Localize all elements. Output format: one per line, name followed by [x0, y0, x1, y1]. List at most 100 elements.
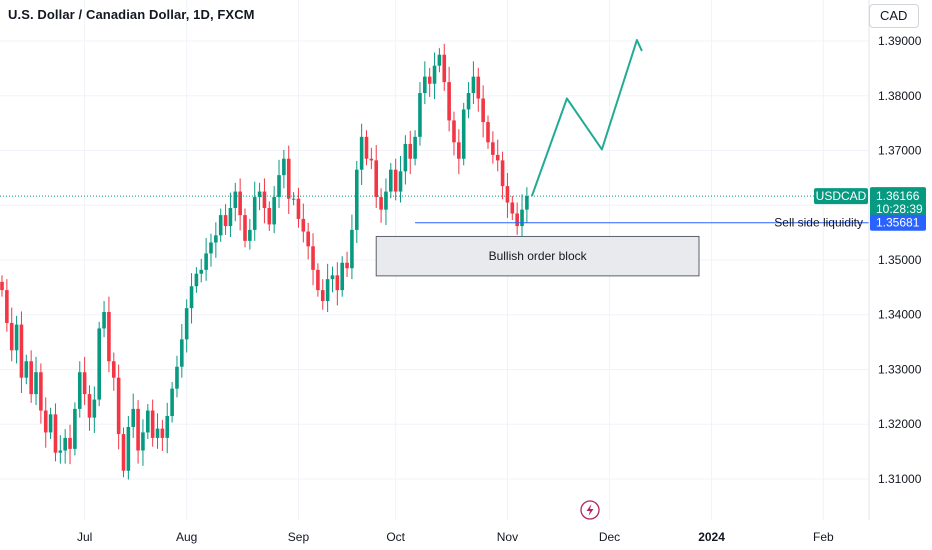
time-tick-label: Jul: [77, 530, 92, 544]
time-tick-label: Aug: [176, 530, 197, 544]
candle-body: [116, 377, 121, 435]
price-axis[interactable]: 1.310001.320001.330001.340001.350001.360…: [878, 34, 922, 486]
candle-body: [48, 414, 53, 433]
price-tick-label: 1.33000: [878, 362, 922, 376]
candle-body: [384, 191, 388, 210]
candle-body: [189, 286, 194, 309]
candle-body: [471, 76, 476, 94]
candle-body: [160, 428, 165, 438]
candle-body: [121, 434, 126, 471]
candle-body: [379, 197, 383, 210]
candle-body: [418, 93, 422, 137]
candle-body: [77, 372, 82, 409]
candle-body: [184, 308, 189, 340]
candle-body: [97, 328, 101, 400]
candle-body: [92, 399, 97, 418]
candle-body: [345, 262, 349, 269]
candle-body: [58, 450, 63, 453]
candle-body: [39, 372, 43, 411]
price-tick-label: 1.31000: [878, 472, 922, 486]
lightning-icon[interactable]: [580, 500, 600, 520]
candle-body: [233, 191, 238, 208]
candle-body: [423, 76, 427, 94]
candle-body: [175, 366, 179, 389]
candle-body: [209, 242, 213, 254]
candle-body: [486, 122, 490, 143]
candle-body: [126, 426, 131, 471]
candle-body: [218, 215, 223, 236]
candle-body: [180, 339, 184, 367]
candle-body: [150, 410, 155, 438]
candle-body: [320, 290, 325, 302]
sell-side-liquidity-label: Sell side liquidity: [774, 216, 863, 230]
candle-body: [252, 197, 257, 230]
candle-body: [505, 186, 510, 203]
candle-body: [408, 143, 413, 159]
time-tick-label: Oct: [386, 530, 405, 544]
candle-body: [340, 262, 344, 291]
candle-body: [457, 142, 461, 159]
candle-body: [238, 191, 242, 216]
candle-body: [68, 437, 72, 449]
candle-body: [306, 231, 310, 247]
candle-body: [335, 275, 340, 291]
price-tick-label: 1.37000: [878, 144, 922, 158]
candle-body: [369, 158, 374, 161]
candle-body: [354, 169, 359, 230]
candle-body: [286, 158, 291, 199]
candle-body: [214, 235, 218, 243]
candle-body: [82, 372, 87, 395]
candle-body: [316, 269, 320, 291]
candle-body: [476, 76, 481, 99]
candle-body: [452, 120, 456, 143]
time-tick-label: 2024: [698, 530, 725, 544]
candle-body: [248, 229, 252, 241]
price-tick-label: 1.38000: [878, 89, 922, 103]
candle-body: [413, 136, 417, 159]
candle-body: [466, 93, 471, 110]
candle-body: [427, 76, 432, 84]
bullish-order-block[interactable]: [375, 235, 700, 277]
candle-body: [277, 175, 281, 198]
projection-path[interactable]: [530, 39, 643, 197]
candle-body: [442, 54, 447, 83]
candle-body: [204, 253, 208, 270]
candle-body: [63, 437, 67, 451]
candle-body: [223, 215, 228, 227]
candle-body: [461, 109, 466, 159]
candle-body: [389, 169, 393, 192]
time-tick-label: Feb: [813, 530, 834, 544]
chart-title: U.S. Dollar / Canadian Dollar, 1D, FXCM: [8, 7, 255, 22]
candle-body: [111, 361, 116, 378]
liquidity-price-text: 1.35681: [876, 216, 920, 230]
candle-body: [199, 269, 204, 274]
candle-body: [364, 136, 369, 159]
candle-body: [146, 410, 150, 433]
candle-body: [267, 208, 272, 225]
symbol-price-tag: USDCAD 1.36166 10:28:39: [814, 187, 926, 218]
candle-body: [34, 372, 38, 395]
symbol-tag-text: USDCAD: [816, 189, 867, 203]
candle-body: [165, 416, 170, 438]
currency-button[interactable]: CAD: [869, 4, 919, 28]
time-axis[interactable]: Jul Aug Sep Oct Nov Dec 2024 Feb: [77, 530, 834, 544]
candle-body: [374, 160, 379, 198]
candle-body: [291, 198, 296, 200]
candle-body: [136, 408, 140, 451]
candle-body: [29, 361, 33, 395]
candle-body: [257, 191, 262, 198]
candle-body: [53, 414, 58, 453]
candle-body: [330, 275, 335, 280]
countdown-text: 10:28:39: [876, 202, 923, 216]
order-block-label: Bullish order block: [489, 249, 588, 263]
candle-body: [325, 279, 330, 302]
last-price-text: 1.36166: [876, 189, 920, 203]
candle-body: [500, 160, 505, 187]
candle-body: [102, 312, 106, 329]
candle-body: [14, 324, 19, 351]
price-tick-label: 1.32000: [878, 417, 922, 431]
time-tick-label: Sep: [288, 530, 310, 544]
candle-body: [481, 98, 485, 123]
candle-body: [393, 169, 398, 192]
